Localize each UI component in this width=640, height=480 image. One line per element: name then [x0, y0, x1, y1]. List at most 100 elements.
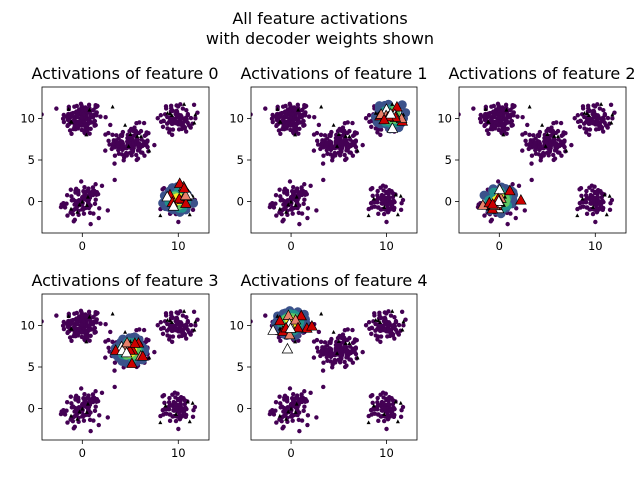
- y-tick-label: 0: [237, 194, 244, 208]
- data-point: [67, 128, 73, 133]
- data-point: [302, 389, 307, 394]
- data-point: [58, 411, 64, 417]
- data-point: [378, 315, 384, 321]
- data-point: [168, 118, 174, 123]
- weight-marker: [147, 355, 152, 360]
- data-point: [186, 123, 192, 128]
- data-point: [580, 106, 586, 111]
- data-point: [342, 157, 348, 163]
- decoder-weight-marker: [274, 314, 286, 326]
- data-point: [88, 319, 94, 324]
- data-point: [333, 360, 338, 365]
- weight-marker: [193, 112, 198, 117]
- weight-marker: [610, 112, 615, 117]
- data-point: [192, 404, 198, 410]
- data-point: [350, 327, 355, 333]
- weight-marker: [77, 202, 82, 207]
- data-point: [186, 330, 192, 335]
- data-point: [178, 401, 183, 407]
- data-point: [391, 323, 396, 328]
- data-point: [87, 327, 92, 332]
- data-point: [555, 128, 561, 134]
- data-point: [87, 116, 92, 121]
- data-point: [496, 179, 501, 184]
- data-point: [382, 405, 387, 411]
- weight-marker: [192, 327, 197, 332]
- data-point: [591, 108, 596, 114]
- decoder-weight-marker: [121, 336, 133, 348]
- data-point: [308, 390, 313, 396]
- data-point: [111, 140, 116, 146]
- data-point: [87, 338, 92, 343]
- weight-marker: [80, 199, 85, 204]
- data-point: [288, 115, 293, 120]
- y-tick-label: 5: [28, 360, 35, 374]
- data-point: [160, 124, 166, 130]
- data-point: [555, 150, 561, 155]
- data-point: [392, 336, 397, 341]
- data-point: [372, 204, 378, 209]
- data-point: [290, 211, 295, 216]
- data-point: [347, 357, 352, 362]
- data-point: [263, 313, 268, 318]
- data-point: [391, 198, 396, 204]
- data-point: [188, 115, 194, 121]
- data-point: [130, 149, 135, 155]
- weight-marker: [173, 412, 178, 416]
- weight-marker: [147, 148, 152, 153]
- data-point: [343, 343, 348, 349]
- data-point: [342, 359, 347, 365]
- weight-marker: [543, 144, 548, 148]
- data-point: [95, 191, 101, 197]
- data-point: [376, 211, 381, 217]
- weight-marker: [286, 409, 291, 414]
- data-point: [152, 349, 157, 355]
- panel-title: Activations of feature 2: [448, 64, 635, 83]
- data-point: [86, 309, 92, 315]
- data-point: [322, 133, 328, 138]
- panel-title: Activations of feature 3: [31, 271, 218, 290]
- data-point: [368, 394, 374, 399]
- data-point: [383, 184, 388, 189]
- data-point: [533, 140, 538, 146]
- data-point: [75, 330, 80, 336]
- data-point: [527, 132, 532, 138]
- data-point: [508, 211, 513, 216]
- data-point: [296, 116, 301, 121]
- data-point: [90, 185, 96, 190]
- data-point: [299, 211, 305, 216]
- weight-marker: [336, 132, 341, 137]
- data-point: [366, 320, 372, 325]
- data-point: [304, 398, 309, 404]
- x-tick-label: 10: [379, 239, 394, 253]
- data-point: [121, 158, 126, 163]
- data-point: [185, 111, 191, 117]
- weight-marker: [378, 320, 383, 325]
- data-point: [99, 183, 105, 189]
- data-point: [302, 182, 307, 187]
- data-point: [83, 196, 88, 201]
- x-tick-label: 0: [79, 446, 86, 460]
- y-tick-label: 10: [229, 319, 244, 333]
- data-point: [382, 198, 387, 204]
- data-point: [391, 405, 396, 411]
- data-point: [301, 123, 306, 128]
- data-point: [375, 395, 380, 401]
- data-point: [97, 413, 102, 418]
- weight-marker: [336, 339, 341, 344]
- weight-marker: [158, 420, 163, 425]
- weight-marker: [582, 110, 587, 115]
- decoder-weight-marker: [126, 357, 138, 368]
- data-point: [592, 112, 597, 117]
- data-point: [72, 104, 77, 109]
- data-point: [270, 407, 275, 413]
- data-point: [69, 198, 75, 203]
- data-point: [270, 200, 275, 206]
- weight-marker: [609, 120, 614, 125]
- data-point: [90, 392, 96, 397]
- data-point: [511, 104, 517, 109]
- data-point: [343, 136, 348, 142]
- data-point: [577, 124, 583, 130]
- data-point: [531, 133, 536, 138]
- data-point: [106, 138, 111, 144]
